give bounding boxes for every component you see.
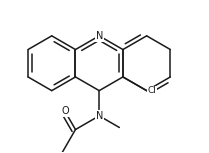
- Text: Cl: Cl: [148, 86, 156, 95]
- Text: N: N: [96, 111, 103, 121]
- Text: N: N: [96, 31, 103, 41]
- Text: O: O: [61, 106, 69, 116]
